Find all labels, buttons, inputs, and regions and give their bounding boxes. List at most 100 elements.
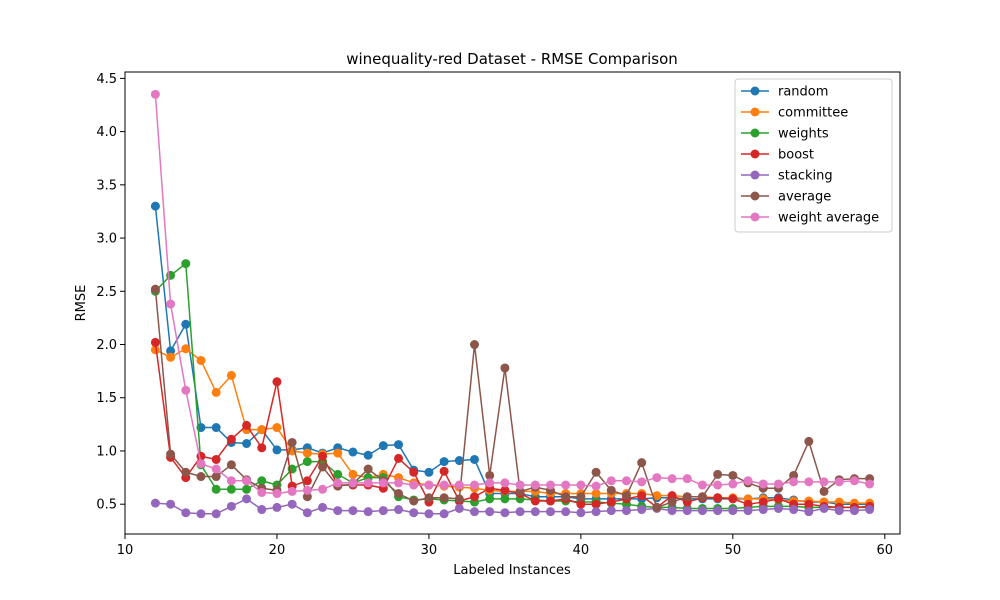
data-point-committee: [196, 355, 206, 365]
data-point-boost: [500, 485, 510, 495]
data-point-boost: [758, 497, 768, 507]
data-point-random: [348, 447, 358, 457]
data-point-weight-average: [758, 479, 768, 489]
data-point-random: [394, 440, 404, 450]
data-point-stacking: [667, 506, 677, 516]
data-point-average: [697, 492, 707, 502]
data-point-stacking: [697, 506, 707, 516]
data-point-boost: [545, 496, 555, 506]
data-point-weight-average: [682, 474, 692, 484]
data-point-weight-average: [606, 476, 616, 486]
data-point-stacking: [865, 505, 875, 515]
data-point-committee: [257, 425, 267, 435]
data-point-weight-average: [242, 476, 252, 486]
x-tick-label: 60: [877, 543, 894, 558]
data-point-weight-average: [728, 479, 738, 489]
data-point-boost: [242, 420, 252, 430]
series-weight-average: [150, 89, 875, 499]
data-point-average: [150, 284, 160, 294]
data-point-stacking: [302, 508, 312, 518]
data-point-stacking: [257, 505, 267, 515]
data-point-committee: [211, 387, 221, 397]
x-tick-label: 10: [117, 543, 134, 558]
data-point-average: [515, 486, 525, 496]
data-point-boost: [591, 499, 601, 509]
data-point-average: [409, 496, 419, 506]
data-point-weight-average: [743, 476, 753, 486]
legend-item-weight-average: weight average: [741, 211, 879, 226]
data-point-stacking: [211, 509, 221, 519]
legend-item-average: average: [741, 190, 831, 205]
legend-swatch-marker: [750, 149, 760, 159]
data-point-stacking: [454, 503, 464, 513]
data-point-boost: [226, 434, 236, 444]
data-point-boost: [257, 443, 267, 453]
legend-item-stacking: stacking: [741, 169, 833, 184]
data-point-average: [287, 437, 297, 447]
data-point-boost: [773, 494, 783, 504]
data-point-weight-average: [424, 480, 434, 490]
data-point-stacking: [606, 506, 616, 516]
data-point-boost: [713, 493, 723, 503]
data-point-committee: [272, 423, 282, 433]
y-tick-label: 0.5: [96, 498, 117, 513]
data-point-weights: [333, 469, 343, 479]
data-point-boost: [576, 499, 586, 509]
y-axis: 0.5 1.0 1.5 2.0 2.5 3.0 3.5 4.0 4.5: [96, 72, 125, 513]
data-point-weight-average: [333, 478, 343, 488]
legend: random committee weights boost stacking avera…: [734, 78, 893, 233]
data-point-stacking: [424, 509, 434, 519]
data-point-committee: [166, 352, 176, 362]
data-point-committee: [302, 448, 312, 458]
data-point-average: [166, 449, 176, 459]
data-point-stacking: [333, 506, 343, 516]
y-tick-label: 1.0: [96, 444, 117, 459]
data-point-average: [621, 491, 631, 501]
data-point-boost: [667, 491, 677, 501]
data-point-average: [652, 502, 662, 512]
legend-label: boost: [778, 148, 814, 163]
legend-label: committee: [778, 106, 848, 121]
data-point-weight-average: [773, 479, 783, 489]
data-point-stacking: [834, 506, 844, 516]
data-point-stacking: [728, 506, 738, 516]
legend-swatch-marker: [750, 86, 760, 96]
data-point-stacking: [166, 499, 176, 509]
data-point-boost: [150, 337, 160, 347]
data-point-boost: [302, 476, 312, 486]
data-point-weight-average: [257, 487, 267, 497]
x-tick-label: 30: [421, 543, 438, 558]
legend-swatch-marker: [750, 128, 760, 138]
series-layer: [150, 89, 875, 519]
legend-item-random: random: [741, 85, 828, 100]
data-point-weight-average: [834, 477, 844, 487]
plot-frame: [124, 71, 901, 535]
x-axis-label: Labeled Instances: [453, 563, 571, 578]
y-tick-label: 3.0: [96, 232, 117, 247]
data-point-average: [363, 464, 373, 474]
data-point-stacking: [621, 506, 631, 516]
data-point-stacking: [318, 502, 328, 512]
data-point-random: [272, 445, 282, 455]
data-point-weight-average: [454, 480, 464, 490]
data-point-weight-average: [667, 474, 677, 484]
legend-label: weights: [778, 127, 829, 142]
legend-swatch-marker: [750, 107, 760, 117]
data-point-average: [606, 485, 616, 495]
legend-item-boost: boost: [741, 148, 814, 163]
data-point-random: [378, 441, 388, 451]
data-point-committee: [226, 370, 236, 380]
x-tick-label: 40: [573, 543, 590, 558]
data-point-stacking: [637, 505, 647, 515]
y-axis-label: RMSE: [74, 285, 89, 322]
data-point-weights: [485, 494, 495, 504]
data-point-weights: [242, 484, 252, 494]
data-point-weight-average: [439, 480, 449, 490]
data-point-boost: [318, 451, 328, 461]
data-point-stacking: [789, 505, 799, 515]
data-point-average: [211, 472, 221, 482]
data-point-stacking: [287, 499, 297, 509]
data-point-weight-average: [378, 478, 388, 488]
data-point-weights: [257, 476, 267, 486]
